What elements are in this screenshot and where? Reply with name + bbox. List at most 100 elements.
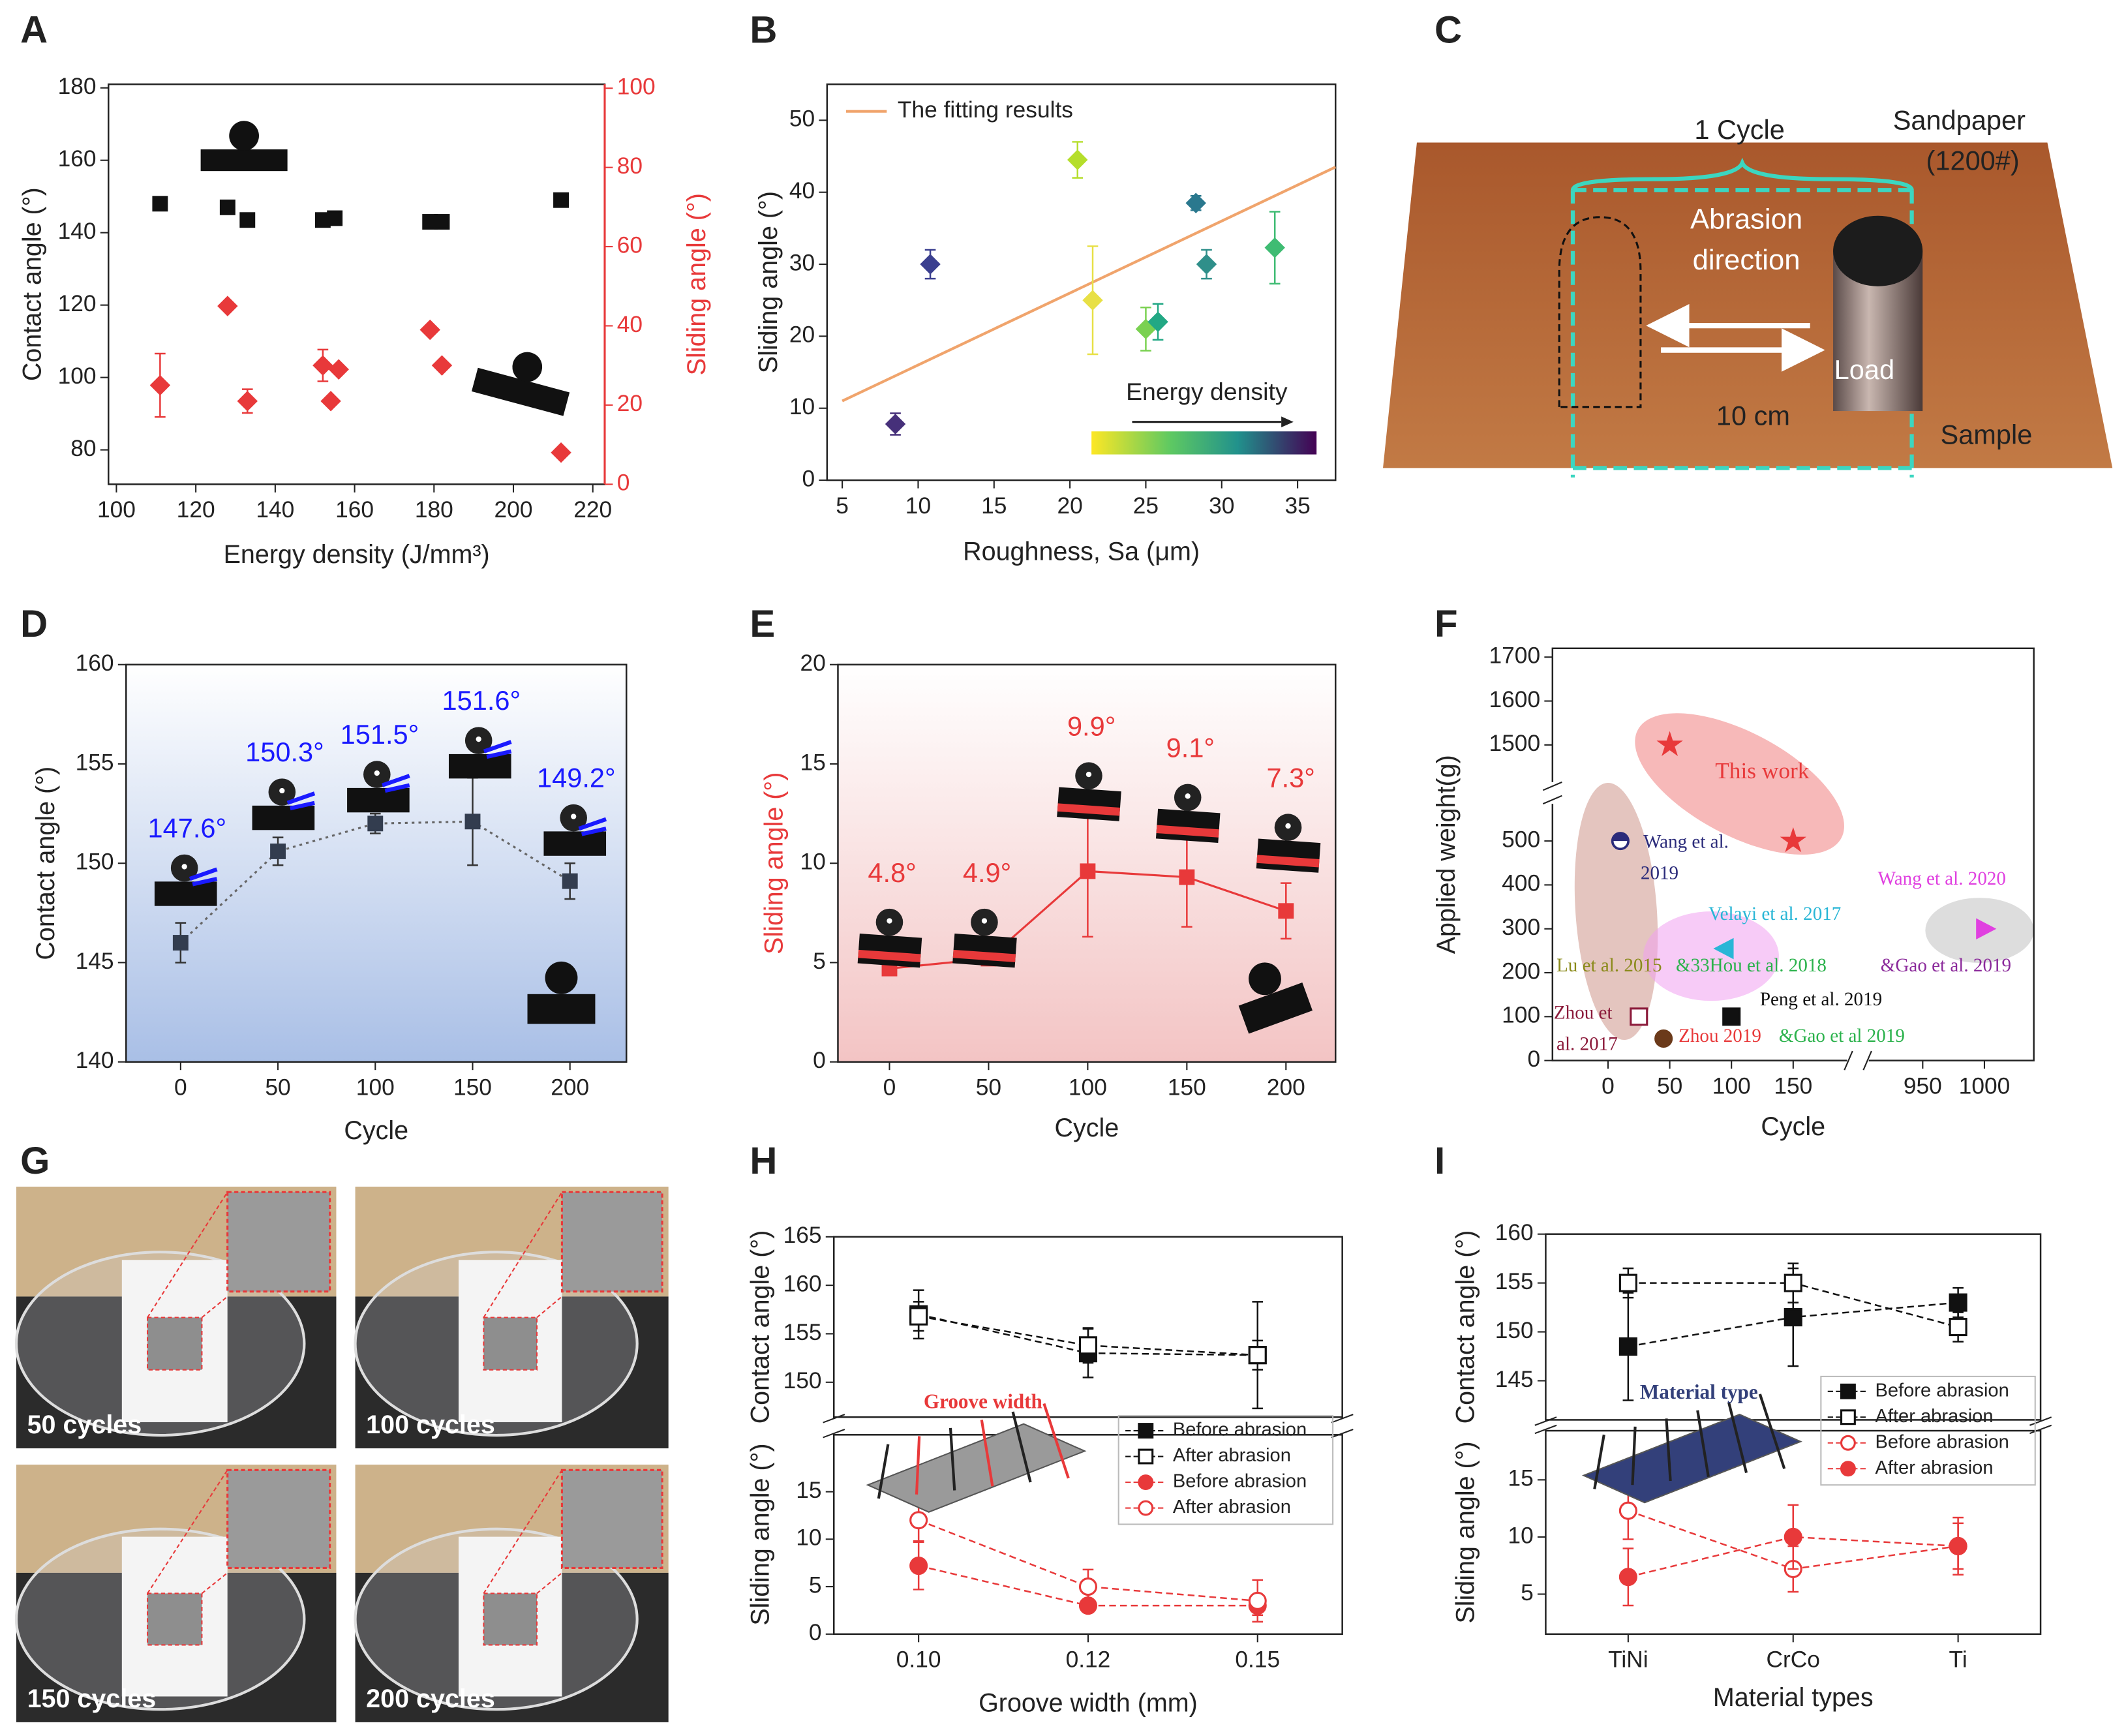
annotation: Zhou et: [1554, 1003, 1613, 1024]
axis-break: [823, 1414, 845, 1439]
colorbar-arrowhead: [1281, 416, 1294, 428]
legend-label: After abrasion: [1875, 1457, 1993, 1478]
inset-icon: [476, 736, 481, 742]
inset-ridge: [1727, 1401, 1748, 1473]
axis-label: Material types: [1713, 1683, 1874, 1712]
annotation: 150.3°: [245, 737, 324, 767]
x-tick-label: 0.12: [1066, 1647, 1111, 1673]
point: [1784, 1527, 1802, 1546]
point: [431, 355, 453, 376]
sandpaper: [1383, 142, 2113, 468]
icon: [471, 352, 570, 416]
legend-marker: [1840, 1383, 1856, 1399]
x-tick-label: 950: [1904, 1074, 1942, 1099]
inset-ridge: [1696, 1410, 1710, 1478]
y-tick-label: 150: [783, 1368, 822, 1393]
inset-icon: [578, 817, 607, 836]
y-tick-label: 150: [1495, 1318, 1534, 1343]
photo-zoom: [226, 1191, 331, 1293]
y-tick-label: 0: [813, 1048, 826, 1073]
x-tick-label: 50: [1657, 1074, 1682, 1099]
point: [1780, 827, 1806, 853]
y-tick-label: 15: [1508, 1466, 1533, 1491]
label: Load: [1834, 354, 1894, 385]
x-tick-label: 150: [453, 1075, 492, 1101]
point: [1248, 1346, 1267, 1365]
annotation: This work: [1715, 758, 1810, 784]
y-tick-label: 160: [1495, 1220, 1534, 1245]
y-tick-label: 50: [789, 106, 815, 132]
y-tick-label: 160: [76, 650, 114, 676]
x-tick-label: 30: [1209, 493, 1234, 519]
legend-label: Before abrasion: [1173, 1420, 1307, 1440]
inset-icon: [858, 949, 921, 962]
point: [464, 814, 481, 830]
point: [1784, 1273, 1802, 1292]
photo-zoom: [560, 1469, 663, 1569]
label: (1200#): [1926, 145, 2020, 176]
photo-zoom: [560, 1191, 663, 1293]
x-tick-label: 1000: [1959, 1074, 2011, 1099]
y-tick-label: 145: [1495, 1367, 1534, 1392]
legend-label: After abrasion: [1173, 1497, 1291, 1517]
inset-ridge: [1665, 1418, 1672, 1482]
inset-label: Groove width: [924, 1390, 1042, 1413]
inset-ridge: [1011, 1411, 1032, 1483]
photo-label: 100 cycles: [366, 1410, 495, 1439]
annotation: Peng et al. 2019: [1760, 989, 1882, 1010]
point: [885, 414, 906, 434]
y-tick-label: 500: [1502, 827, 1540, 852]
reference-icon: [1238, 982, 1313, 1034]
axis-label: Cycle: [344, 1116, 408, 1145]
x-tick-label: 180: [415, 497, 453, 523]
point: [1618, 1568, 1637, 1587]
inset-icon: [448, 754, 511, 779]
axis-label: Groove width (mm): [979, 1688, 1198, 1717]
series-line: [918, 1519, 1258, 1602]
point: [1196, 254, 1217, 275]
point: [1713, 937, 1734, 960]
label: Sample: [1940, 419, 2032, 450]
point: [328, 359, 349, 380]
photo-zoom-link: [483, 1469, 563, 1594]
photo-sample: [483, 1592, 538, 1646]
y-tick-label: 140: [58, 219, 97, 244]
axis-break: [1534, 1416, 1557, 1435]
reference-icon: [545, 961, 578, 994]
plot-frame: [826, 83, 1337, 481]
y-tick-label: 400: [1502, 871, 1540, 896]
group-ellipse: [1574, 782, 1658, 1041]
x-tick-label: 0.15: [1235, 1647, 1280, 1673]
panel-label: C: [1435, 9, 1462, 52]
x-tick-label: 150: [1774, 1074, 1812, 1099]
group-ellipse: [1635, 713, 1844, 855]
point: [1278, 903, 1294, 919]
axis-label: Contact angle (°): [18, 187, 46, 381]
point: [1179, 869, 1195, 885]
inset-ridge: [1631, 1426, 1637, 1485]
point: [1264, 237, 1285, 258]
point: [1618, 1273, 1637, 1292]
legend-label: Before abrasion: [1875, 1431, 2009, 1452]
point: [909, 1511, 928, 1530]
x-tick-label: 150: [1168, 1075, 1206, 1101]
inset-icon: [1086, 771, 1092, 778]
point: [327, 210, 343, 226]
series-line: [179, 820, 571, 944]
y-tick-label: 5: [1521, 1580, 1534, 1606]
legend-marker: [1840, 1435, 1856, 1451]
plot-background: [838, 664, 1336, 1062]
label: Abrasion: [1690, 204, 1802, 236]
photo-sample: [147, 1317, 203, 1371]
y-tick-label: 5: [813, 949, 826, 974]
y-tick-label: 165: [783, 1223, 822, 1248]
inset-icon: [1256, 855, 1320, 868]
annotation: Zhou 2019: [1678, 1026, 1761, 1046]
reference-icon: [527, 994, 596, 1024]
annotation: 4.8°: [868, 857, 916, 888]
x-tick-label: 50: [265, 1075, 290, 1101]
axis-break: [1844, 1050, 1872, 1071]
point: [1976, 918, 1997, 940]
icon: [471, 367, 570, 416]
axis-break: [1542, 781, 1562, 805]
